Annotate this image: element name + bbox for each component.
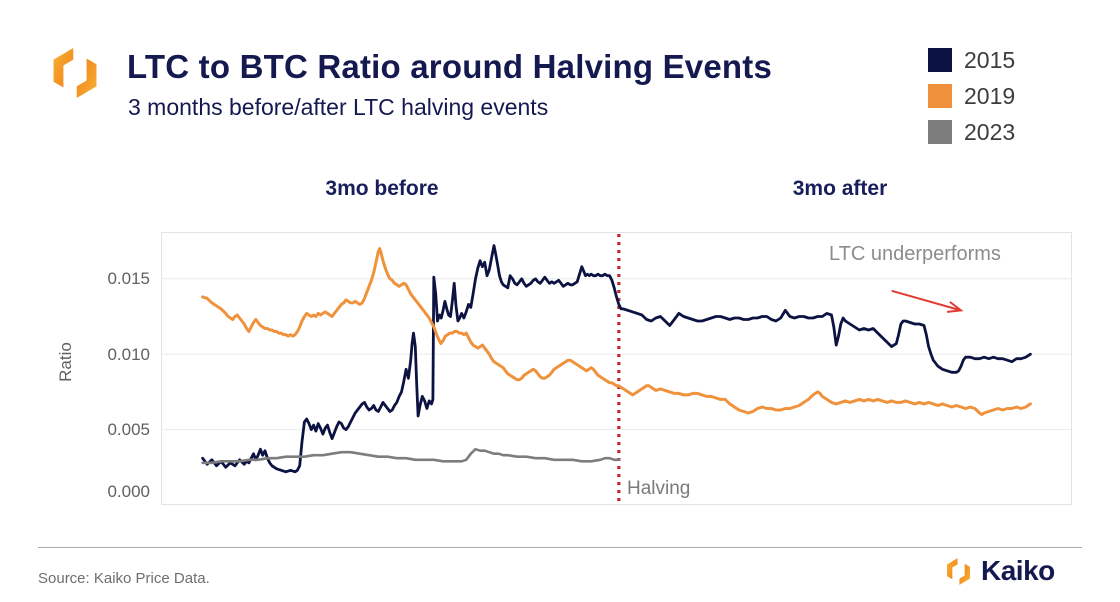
legend-label-2023: 2023 [964,119,1016,145]
y-tick-0015: 0.015 [107,269,150,288]
kaiko-logo-icon-small [947,557,970,585]
legend-item-2015: 2015 [928,48,1015,72]
label-3mo-before: 3mo before [325,177,439,200]
legend-swatch-2023 [928,120,952,144]
kaiko-wordmark: Kaiko [981,555,1055,586]
y-tick-0010: 0.010 [107,345,150,364]
kaiko-logo-icon [53,48,97,98]
legend: 2015 2019 2023 [928,48,1015,156]
y-tick-0000: 0.000 [107,482,150,501]
ltc-underperforms-annotation: LTC underperforms [829,243,1001,265]
label-3mo-after: 3mo after [792,177,888,200]
legend-item-2019: 2019 [928,84,1015,108]
legend-label-2019: 2019 [964,83,1016,109]
source-text: Source: Kaiko Price Data. [38,570,210,587]
line-chart-plot [161,232,1072,505]
footer-divider [38,547,1082,548]
y-axis-label: Ratio [56,342,75,382]
page-subtitle: 3 months before/after LTC halving events [128,94,549,120]
halving-annotation: Halving [627,478,691,499]
legend-swatch-2019 [928,84,952,108]
y-tick-0005: 0.005 [107,420,150,439]
legend-swatch-2015 [928,48,952,72]
legend-label-2015: 2015 [964,47,1016,73]
kaiko-brand: Kaiko [943,555,1055,587]
legend-item-2023: 2023 [928,120,1015,144]
page-title: LTC to BTC Ratio around Halving Events [127,48,773,85]
